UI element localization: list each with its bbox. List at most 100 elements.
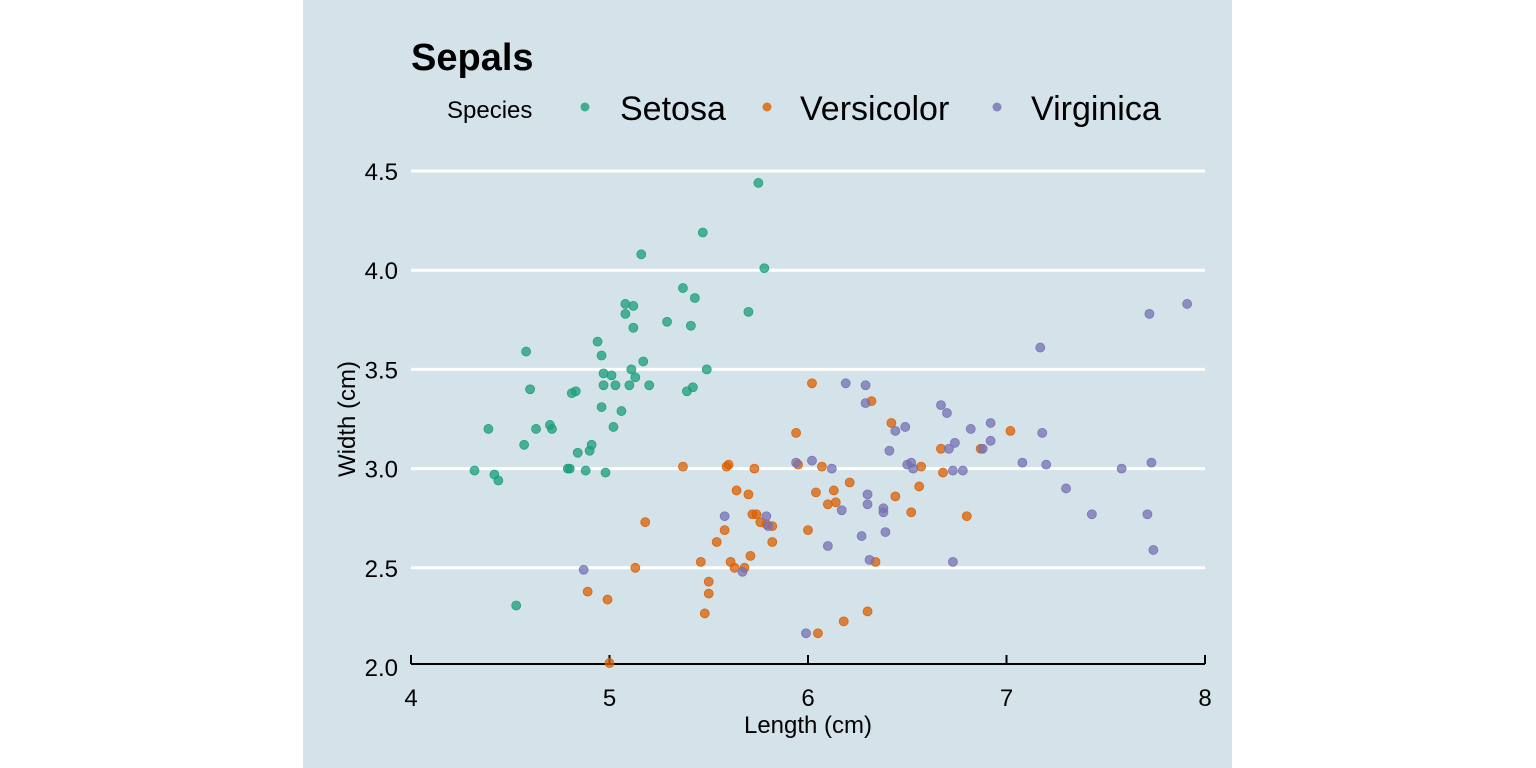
data-point-virginica <box>801 628 811 639</box>
data-point-virginica <box>791 457 801 468</box>
data-point-versicolor <box>862 606 873 617</box>
data-point-setosa <box>596 350 607 361</box>
data-point-versicolor <box>938 467 948 478</box>
data-point-virginica <box>985 435 996 446</box>
data-point-versicolor <box>816 461 827 472</box>
plot-background <box>303 0 1232 768</box>
data-point-setosa <box>519 439 530 450</box>
data-point-virginica <box>977 443 988 454</box>
data-point-versicolor <box>604 658 615 668</box>
data-points <box>469 178 1193 668</box>
data-point-setosa <box>572 447 583 458</box>
data-point-virginica <box>1061 483 1071 494</box>
data-point-setosa <box>753 178 764 188</box>
data-point-virginica <box>836 505 847 516</box>
data-point-setosa <box>483 424 494 434</box>
data-point-virginica <box>1144 308 1155 319</box>
data-point-virginica <box>908 463 919 474</box>
data-point-versicolor <box>695 556 706 567</box>
data-point-virginica <box>965 424 976 434</box>
data-point-versicolor <box>886 418 897 428</box>
data-point-versicolor <box>838 616 849 627</box>
data-point-virginica <box>936 400 946 411</box>
data-point-versicolor <box>751 509 762 520</box>
data-point-setosa <box>644 380 655 391</box>
data-point-virginica <box>840 378 851 389</box>
data-point-versicolor <box>906 507 917 518</box>
data-point-virginica <box>826 463 837 474</box>
data-point-versicolor <box>719 525 730 536</box>
data-point-versicolor <box>916 461 927 472</box>
chart-title: Sepals <box>411 37 534 79</box>
data-point-setosa <box>586 439 597 450</box>
data-point-virginica <box>807 455 817 466</box>
y-tick-label: 3.5 <box>365 357 398 384</box>
data-point-setosa <box>759 263 770 274</box>
data-point-setosa <box>662 316 672 327</box>
data-point-setosa <box>620 308 631 319</box>
data-point-setosa <box>687 382 698 393</box>
data-point-virginica <box>985 418 996 428</box>
data-point-setosa <box>511 600 522 611</box>
data-point-virginica <box>880 527 891 537</box>
data-point-versicolor <box>811 487 821 498</box>
data-point-versicolor <box>961 511 972 522</box>
data-point-setosa <box>580 465 591 476</box>
data-point-versicolor <box>602 594 613 605</box>
data-point-setosa <box>596 402 607 412</box>
data-point-virginica <box>856 531 867 541</box>
data-point-virginica <box>957 465 968 476</box>
data-point-versicolor <box>828 485 839 496</box>
data-point-versicolor <box>807 378 817 389</box>
data-point-setosa <box>608 422 619 432</box>
data-point-versicolor <box>830 497 841 508</box>
data-point-setosa <box>624 380 635 391</box>
data-point-setosa <box>620 299 631 309</box>
data-point-versicolor <box>703 588 714 599</box>
legend-key-virginica <box>992 102 1002 112</box>
data-point-virginica <box>761 511 772 522</box>
data-point-virginica <box>1017 457 1028 468</box>
legend-label-versicolor: Versicolor <box>800 90 949 128</box>
data-point-virginica <box>578 564 589 575</box>
data-point-setosa <box>638 356 649 367</box>
data-point-setosa <box>598 380 609 391</box>
data-point-virginica <box>862 499 873 510</box>
x-axis-title: Length (cm) <box>744 712 872 739</box>
data-point-versicolor <box>640 517 651 528</box>
y-tick-label: 3.0 <box>365 457 398 484</box>
data-point-setosa <box>685 320 696 331</box>
data-point-virginica <box>944 443 954 454</box>
data-point-versicolor <box>729 562 740 573</box>
x-tick-label: 8 <box>1198 685 1211 712</box>
data-point-setosa <box>606 370 617 381</box>
data-point-setosa <box>531 424 541 434</box>
data-point-virginica <box>948 465 958 476</box>
data-point-virginica <box>1148 545 1159 555</box>
data-point-virginica <box>890 426 901 436</box>
data-point-setosa <box>525 384 535 395</box>
data-point-versicolor <box>749 463 760 474</box>
data-point-setosa <box>469 465 480 476</box>
data-point-virginica <box>949 437 960 448</box>
data-point-virginica <box>822 541 833 551</box>
data-point-versicolor <box>703 576 714 587</box>
data-point-setosa <box>678 283 688 293</box>
data-point-virginica <box>737 566 748 577</box>
y-tick-label: 2.0 <box>365 655 398 682</box>
data-point-setosa <box>636 249 647 260</box>
y-tick-label: 2.5 <box>365 556 398 583</box>
data-point-versicolor <box>803 525 813 536</box>
legend-key-versicolor <box>762 102 772 112</box>
data-point-setosa <box>743 306 754 317</box>
data-point-setosa <box>570 386 581 397</box>
data-point-virginica <box>864 554 875 565</box>
data-point-versicolor <box>791 427 801 438</box>
data-point-setosa <box>547 424 557 434</box>
data-point-setosa <box>628 322 639 333</box>
data-point-setosa <box>626 364 637 375</box>
data-point-setosa <box>689 293 700 303</box>
data-point-versicolor <box>1005 426 1016 436</box>
grid-lines <box>411 169 1205 570</box>
